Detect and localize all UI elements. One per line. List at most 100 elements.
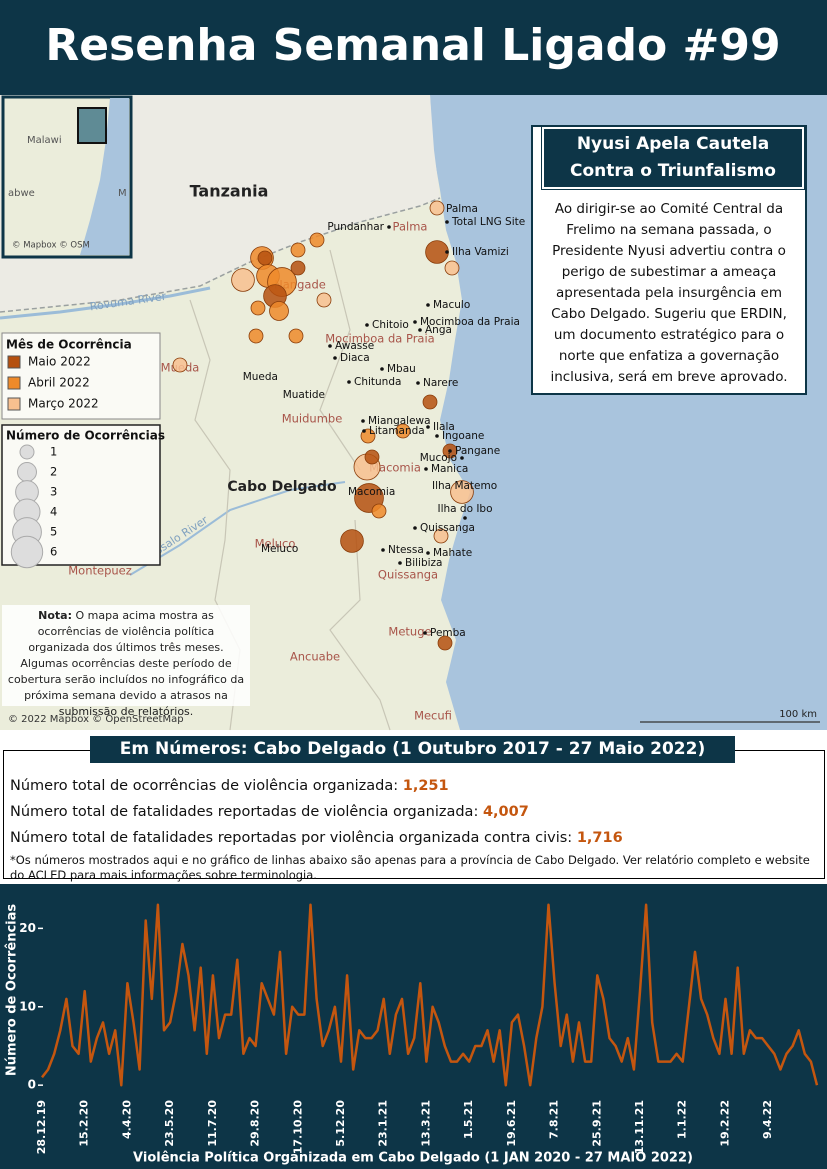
district-label: Montepuez bbox=[68, 564, 132, 578]
town-label: Ingoane bbox=[442, 430, 484, 442]
town-dot bbox=[413, 320, 417, 324]
x-tick-label: 4.4.20 bbox=[120, 1100, 133, 1139]
event bbox=[364, 449, 380, 465]
inset-focus bbox=[77, 107, 107, 144]
event bbox=[371, 503, 387, 519]
region-label: Tanzania bbox=[190, 182, 269, 201]
x-tick-label: 19.2.22 bbox=[718, 1100, 731, 1147]
y-tick-label: 0 bbox=[28, 1078, 36, 1092]
event bbox=[429, 200, 445, 216]
town-label: Maculo bbox=[433, 299, 470, 311]
town-label: Miangalewa bbox=[368, 415, 431, 427]
town-dot bbox=[362, 429, 366, 433]
town-label: Ilala bbox=[433, 421, 455, 433]
x-tick-label: 1.5.21 bbox=[462, 1100, 475, 1139]
legend-label: Abril 2022 bbox=[28, 376, 90, 390]
legend-size-label: 5 bbox=[50, 525, 57, 539]
town-label: Pundanhar bbox=[327, 221, 384, 233]
town-label: Quissanga bbox=[420, 522, 475, 534]
town-label: Bilibiza bbox=[405, 557, 442, 569]
legend-box bbox=[1, 332, 161, 420]
note-text: O mapa acima mostra as ocorrências de vi… bbox=[7, 609, 245, 718]
town-label: Ntessa bbox=[388, 544, 424, 556]
town-label: Ilha do Ibo bbox=[437, 503, 492, 515]
event bbox=[433, 528, 449, 544]
stat-label: Número total de fatalidades reportadas p… bbox=[10, 830, 573, 846]
district-label: Mecufi bbox=[414, 709, 452, 723]
inset-ocean bbox=[80, 98, 129, 255]
district-label: Meluco bbox=[255, 537, 296, 551]
legend-swatch bbox=[7, 397, 21, 411]
event bbox=[422, 394, 438, 410]
x-tick-label: 25.9.21 bbox=[590, 1100, 603, 1147]
inset-label: abwe bbox=[8, 188, 35, 199]
inset-label: M bbox=[118, 188, 127, 199]
event bbox=[257, 250, 273, 266]
town-label: Mahate bbox=[433, 547, 472, 559]
inset bbox=[1, 95, 133, 259]
town-label: Narere bbox=[423, 377, 458, 389]
river bbox=[129, 481, 346, 576]
x-tick-label: 29.8.20 bbox=[249, 1100, 262, 1147]
header-bg bbox=[0, 0, 827, 95]
region-label: Cabo Delgado bbox=[227, 479, 337, 495]
y-tick-label: 10 bbox=[19, 999, 36, 1013]
town-dot bbox=[361, 419, 365, 423]
district-label: Quissanga bbox=[378, 568, 438, 582]
legend-swatch bbox=[7, 355, 21, 369]
event bbox=[395, 423, 411, 439]
town-dot bbox=[365, 323, 369, 327]
town-dot bbox=[347, 380, 351, 384]
stat-rows: Número total de ocorrências de violência… bbox=[10, 773, 818, 851]
town-label: Ilha Vamizi bbox=[452, 246, 509, 258]
town-label: Mueda bbox=[243, 371, 278, 383]
scale-label: 100 km bbox=[779, 709, 817, 720]
town-dot bbox=[387, 225, 391, 229]
town-label: Manica bbox=[431, 463, 468, 475]
legend-size bbox=[19, 444, 35, 460]
event bbox=[437, 635, 453, 651]
town-label: Muatide bbox=[283, 389, 325, 401]
event bbox=[316, 292, 332, 308]
event bbox=[450, 480, 474, 504]
y-tick-label: 20 bbox=[19, 921, 36, 935]
town-dot bbox=[381, 548, 385, 552]
town-dot bbox=[426, 425, 430, 429]
town-dot bbox=[380, 367, 384, 371]
legend-title: Mês de Ocorrência bbox=[6, 338, 132, 352]
legend-size bbox=[17, 462, 37, 482]
town-dot bbox=[445, 220, 449, 224]
note-label: Nota: bbox=[38, 609, 72, 622]
legend-label: Março 2022 bbox=[28, 397, 99, 411]
town-label: Macomia bbox=[348, 486, 395, 498]
stat-value: 1,716 bbox=[576, 830, 623, 846]
legend-size-label: 4 bbox=[50, 505, 57, 519]
stats: Número total de ocorrências de violência… bbox=[3, 750, 825, 882]
x-axis-title: Violência Política Organizada em Cabo De… bbox=[133, 1151, 693, 1166]
stat-value: 1,251 bbox=[402, 778, 449, 794]
stat-value: 4,007 bbox=[482, 804, 529, 820]
event bbox=[231, 268, 255, 292]
x-tick-label: 13.3.21 bbox=[419, 1100, 432, 1147]
event bbox=[269, 301, 289, 321]
note: Nota: O mapa acima mostra as ocorrências… bbox=[2, 605, 250, 718]
town-dot bbox=[423, 631, 427, 635]
stat-label: Número total de ocorrências de violência… bbox=[10, 778, 399, 794]
town-label: Ilha Matemo bbox=[432, 480, 497, 492]
x-tick-label: 23.1.21 bbox=[377, 1100, 390, 1147]
district-label: Muidumbe bbox=[282, 412, 343, 426]
y-axis-title: Número de Ocorrências bbox=[5, 904, 20, 1077]
x-tick-label: 13.11.21 bbox=[633, 1100, 646, 1154]
town-dot bbox=[426, 303, 430, 307]
town-label: Pemba bbox=[430, 627, 466, 639]
town-label: Litamanda bbox=[369, 425, 425, 437]
legend-title: Número de Ocorrências bbox=[6, 429, 165, 443]
x-tick-label: 15.2.20 bbox=[78, 1100, 91, 1147]
event bbox=[309, 232, 325, 248]
stats-title: Em Números: Cabo Delgado (1 Outubro 2017… bbox=[90, 736, 735, 763]
legend-size-label: 6 bbox=[50, 545, 57, 559]
legend-label: Maio 2022 bbox=[28, 355, 91, 369]
